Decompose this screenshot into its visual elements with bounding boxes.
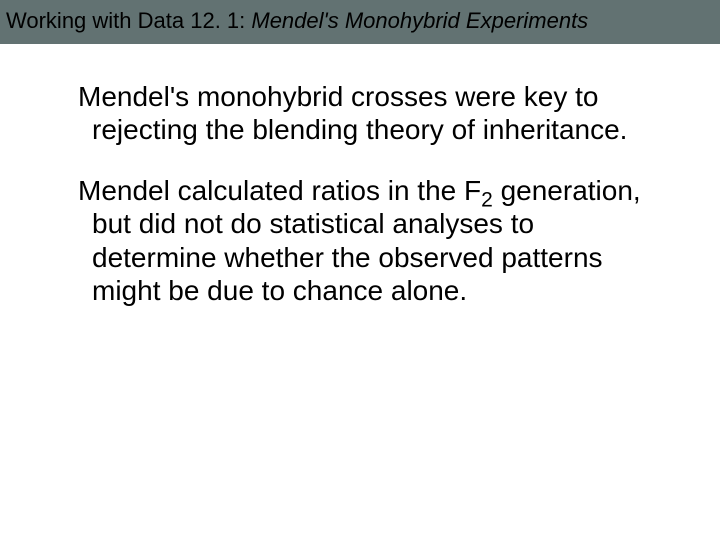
title-italic: Mendel's Monohybrid Experiments [251,8,588,33]
p2-part-a: Mendel calculated ratios in the F [78,175,481,206]
slide-title-bar: Working with Data 12. 1: Mendel's Monohy… [0,0,720,44]
slide-body: Mendel's monohybrid crosses were key to … [0,44,720,306]
paragraph-1: Mendel's monohybrid crosses were key to … [78,80,660,146]
title-prefix: Working with Data 12. 1: [6,8,251,33]
paragraph-2: Mendel calculated ratios in the F2 gener… [78,174,660,306]
